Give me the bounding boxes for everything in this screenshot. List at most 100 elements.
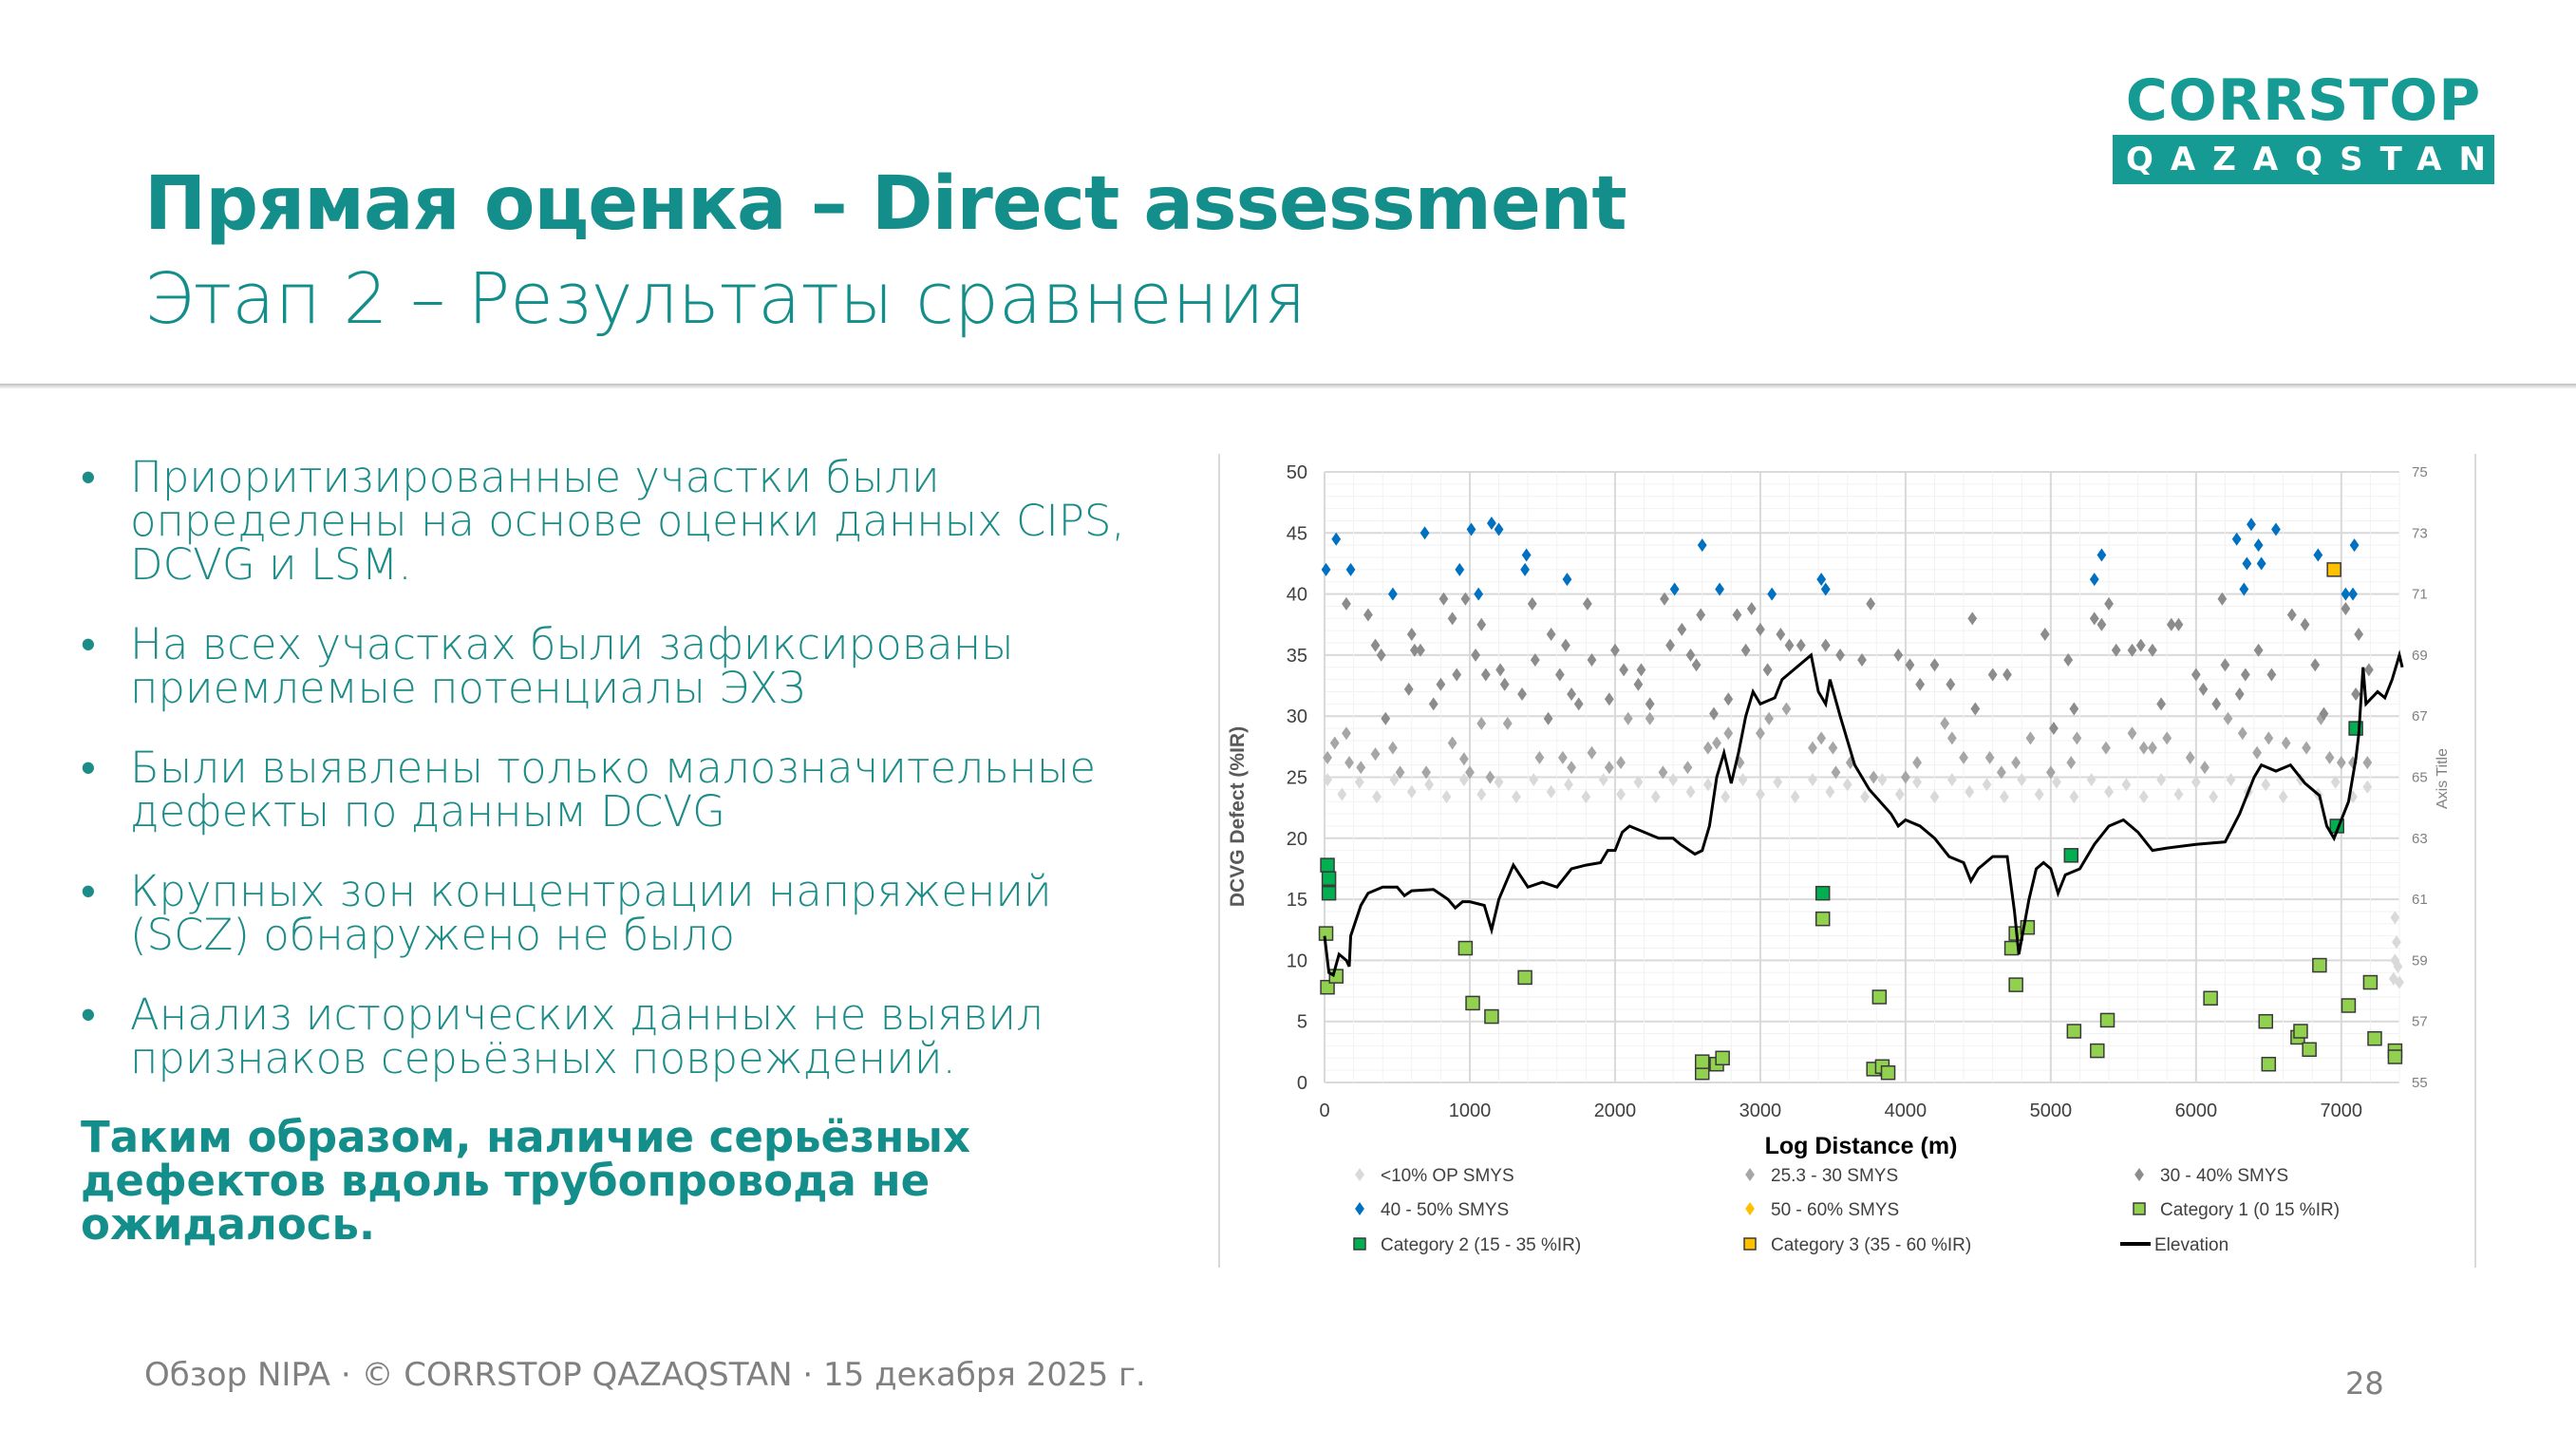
point-30-40-smys [1857, 653, 1867, 668]
point-40-50-smys [1669, 582, 1680, 596]
point-40-50-smys [2231, 532, 2242, 546]
point-30-40-smys [1866, 596, 1876, 611]
point-30-40-smys [2240, 668, 2250, 682]
point-25-3-30-smys [2324, 750, 2335, 764]
x-tick-label: 1000 [1449, 1101, 1492, 1121]
point-30-40-smys [1723, 692, 1734, 706]
point-category-1-0-15-ir [2261, 1056, 2277, 1072]
point-25-3-30-smys [1828, 741, 1838, 755]
point-10-op-smys [1982, 778, 1992, 792]
point-30-40-smys [2173, 617, 2184, 631]
y-axis-title: DCVG Defect (%IR) [1227, 726, 1249, 907]
point-30-40-smys [1762, 663, 1773, 677]
point-25-3-30-smys [1485, 770, 1495, 784]
point-30-40-smys [1342, 596, 1351, 611]
point-25-3-30-smys [1395, 765, 1405, 780]
point-30-40-smys [1476, 617, 1487, 631]
point-25-3-30-smys [1370, 747, 1381, 762]
point-25-3-30-smys [1323, 750, 1332, 764]
point-40-50-smys [2256, 556, 2266, 571]
legend-label-30-40-smys: 30 - 40% SMYS [2160, 1166, 2288, 1186]
point-25-3-30-smys [1984, 750, 1995, 764]
point-30-40-smys [2217, 592, 2228, 606]
legend-marker-50-60-smys [1745, 1202, 1755, 1215]
point-25-3-30-smys [1567, 761, 1576, 775]
point-40-50-smys [1520, 562, 1531, 576]
point-category-1-0-15-ir [2003, 940, 2020, 956]
point-30-40-smys [1452, 668, 1462, 682]
point-category-1-0-15-ir [2341, 998, 2357, 1013]
point-25-3-30-smys [1344, 756, 1354, 770]
point-40-50-smys [1474, 587, 1484, 601]
legend-label-10-op-smys: <10% OP SMYS [1381, 1166, 1514, 1186]
point-30-40-smys [1546, 628, 1556, 642]
y-tick-label: 15 [1287, 890, 1307, 911]
page-title: Прямая оценка – Direct assessment [144, 161, 1627, 247]
point-10-op-smys [2362, 780, 2373, 794]
point-category-1-0-15-ir [2367, 1030, 2382, 1046]
point-category-1-0-15-ir [2312, 957, 2327, 973]
point-category-1-0-15-ir [1880, 1064, 1896, 1081]
point-25-3-30-smys [1959, 750, 1968, 764]
point-30-40-smys [2049, 722, 2059, 736]
point-30-40-smys [1416, 643, 1425, 657]
bullet-item: Были выявлены только малозначительные де… [81, 746, 1173, 834]
point-10-op-smys [1946, 773, 1957, 787]
point-10-op-smys [2261, 778, 2271, 792]
point-25-3-30-smys [2223, 711, 2233, 725]
point-25-3-30-smys [1476, 716, 1487, 730]
point-40-50-smys [1331, 532, 1342, 546]
point-30-40-smys [1610, 643, 1620, 657]
point-30-40-smys [2319, 706, 2329, 721]
point-25-3-30-smys [1683, 761, 1693, 775]
point-category-2-15-35-ir [1320, 857, 1335, 873]
point-30-40-smys [1499, 677, 1510, 691]
point-10-op-smys [2393, 959, 2403, 973]
point-25-3-30-smys [2316, 711, 2326, 725]
legend-marker-30-40-smys [2134, 1168, 2144, 1181]
point-40-50-smys [1767, 587, 1777, 601]
corrstop-logo: CORRSTOP QAZAQSTAN [2113, 70, 2494, 184]
point-30-40-smys [1530, 653, 1540, 668]
legend-marker-category-1-0-15-ir [2133, 1202, 2146, 1215]
legend-label-elevation: Elevation [2154, 1235, 2228, 1255]
point-10-op-smys [1616, 787, 1626, 801]
point-30-40-smys [1677, 622, 1687, 636]
point-10-op-smys [2034, 787, 2044, 801]
point-10-op-smys [1650, 790, 1661, 804]
point-40-50-smys [1715, 582, 1724, 596]
point-30-40-smys [1517, 687, 1527, 702]
y2-tick-label: 69 [2412, 648, 2428, 664]
point-10-op-smys [1668, 773, 1679, 787]
point-30-40-smys [1776, 628, 1786, 642]
point-25-3-30-smys [1912, 756, 1923, 770]
point-10-op-smys [2226, 773, 2236, 787]
point-30-40-smys [1527, 596, 1537, 611]
point-25-3-30-smys [2237, 726, 2247, 741]
point-25-3-30-smys [1604, 761, 1614, 775]
point-10-op-smys [1564, 778, 1573, 792]
point-40-50-smys [1494, 522, 1504, 536]
point-30-40-smys [2156, 697, 2167, 711]
point-30-40-smys [2234, 687, 2245, 702]
point-25-3-30-smys [1764, 711, 1774, 725]
point-category-1-0-15-ir [1465, 995, 1480, 1011]
point-category-1-0-15-ir [2362, 974, 2379, 990]
point-30-40-smys [1915, 677, 1926, 691]
point-25-3-30-smys [2362, 756, 2373, 770]
x-tick-label: 0 [1319, 1101, 1329, 1121]
point-40-50-smys [1420, 526, 1430, 540]
point-category-1-0-15-ir [1484, 1008, 1499, 1025]
point-10-op-smys [2191, 775, 2201, 789]
point-30-40-smys [1587, 653, 1597, 668]
point-30-40-smys [1633, 677, 1644, 691]
point-category-1-0-15-ir [1328, 969, 1344, 984]
point-25-3-30-smys [2264, 731, 2274, 745]
point-40-50-smys [1521, 548, 1532, 562]
point-30-40-smys [2148, 643, 2157, 657]
point-30-40-smys [1636, 663, 1646, 677]
point-25-3-30-smys [2025, 731, 2036, 745]
point-10-op-smys [2086, 773, 2097, 787]
point-10-op-smys [2104, 784, 2114, 799]
legend-marker-category-2-15-35-ir [1353, 1237, 1366, 1251]
